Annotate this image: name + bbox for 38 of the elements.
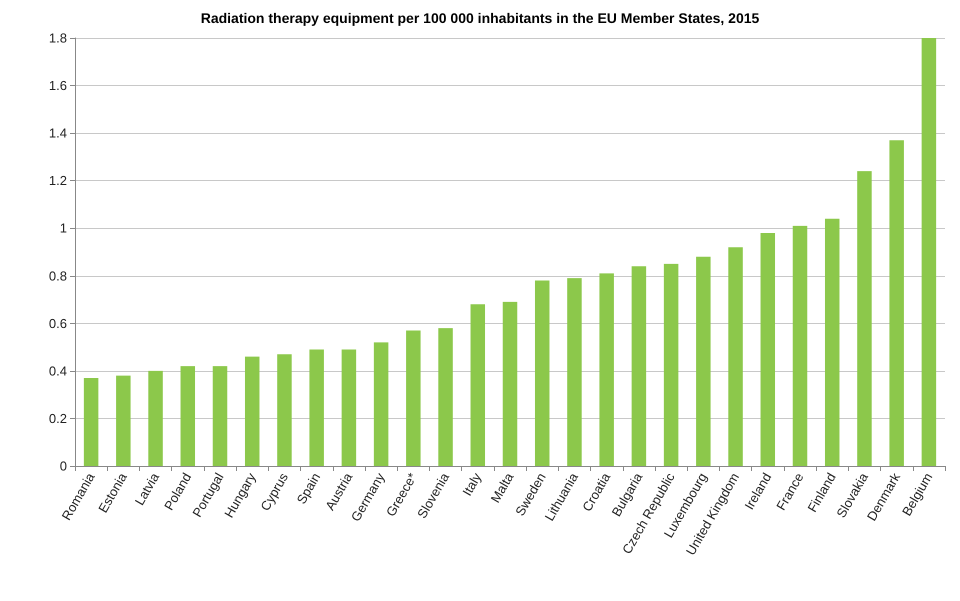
bar <box>922 38 936 466</box>
y-tick-label: 1.8 <box>48 30 67 46</box>
y-tick-label: 0.4 <box>48 363 67 378</box>
bar <box>309 349 324 466</box>
bar <box>599 273 614 466</box>
bar <box>632 266 646 466</box>
y-tick-label: 1.6 <box>48 78 67 94</box>
y-tick-label: 1.2 <box>48 173 67 188</box>
y-tick-label: 1 <box>60 220 67 236</box>
bar <box>212 366 228 466</box>
y-tick-label: 0.2 <box>48 410 67 426</box>
bar <box>728 247 743 466</box>
bar <box>664 264 678 466</box>
y-tick-label: 0.8 <box>48 268 67 284</box>
bar <box>534 280 550 466</box>
bar <box>84 378 98 466</box>
bar <box>406 330 421 466</box>
bar <box>567 278 582 466</box>
chart-title: Radiation therapy equipment per 100 000 inhabitants in the EU Member States, 2015 <box>200 10 760 26</box>
bar <box>148 370 163 466</box>
bar <box>696 256 711 466</box>
bar <box>824 218 840 466</box>
bar <box>502 302 518 466</box>
bar <box>277 354 292 466</box>
y-tick-label: 0.6 <box>48 316 67 331</box>
bar <box>438 328 453 466</box>
bar <box>116 376 131 466</box>
bar <box>760 232 776 466</box>
y-tick-label: 1.4 <box>48 126 67 141</box>
bar <box>792 226 808 466</box>
bar <box>374 342 388 466</box>
y-tick-label: 0 <box>60 458 67 474</box>
bar <box>180 366 196 466</box>
bar <box>244 356 260 466</box>
bar <box>889 140 904 466</box>
bar <box>470 304 486 466</box>
bar <box>857 171 872 466</box>
bar <box>342 349 356 466</box>
